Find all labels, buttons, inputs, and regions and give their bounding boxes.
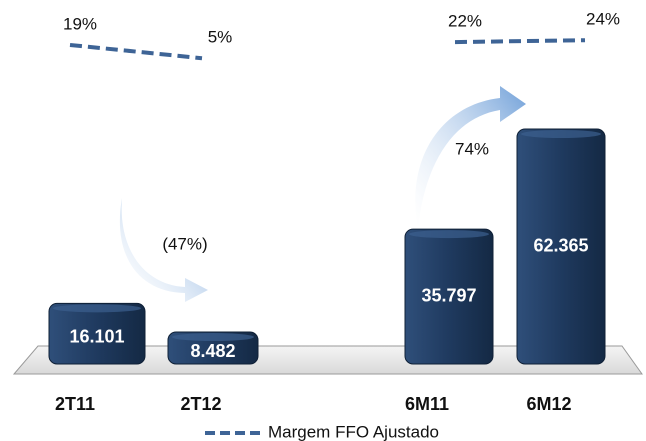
value-label: 62.365 bbox=[533, 235, 588, 255]
annotation: 74% bbox=[455, 139, 489, 158]
bar bbox=[404, 228, 494, 365]
arrow bbox=[119, 198, 208, 302]
value-label: 35.797 bbox=[421, 285, 476, 305]
value-label: 16.101 bbox=[69, 326, 124, 346]
x-tick-label: 2T11 bbox=[55, 394, 95, 414]
x-tick-label: 6M11 bbox=[405, 394, 449, 414]
line-label: 19% bbox=[63, 14, 97, 33]
value-label: 8.482 bbox=[190, 341, 235, 361]
x-tick-label: 6M12 bbox=[526, 394, 571, 414]
bar-top bbox=[409, 230, 489, 239]
annotation: (47%) bbox=[162, 234, 207, 253]
arrow bbox=[415, 86, 526, 228]
line-label: 24% bbox=[586, 10, 620, 29]
legend-label: Margem FFO Ajustado bbox=[268, 422, 439, 441]
bar bbox=[48, 302, 146, 365]
line-label: 22% bbox=[448, 12, 482, 31]
line-label: 5% bbox=[208, 28, 233, 47]
bar-top bbox=[521, 130, 601, 138]
margin-line bbox=[69, 42, 203, 61]
bar-top bbox=[172, 333, 254, 342]
bar bbox=[516, 128, 606, 365]
bar-top bbox=[53, 304, 141, 313]
margin-line bbox=[454, 38, 586, 45]
x-tick-label: 2T12 bbox=[180, 394, 221, 414]
